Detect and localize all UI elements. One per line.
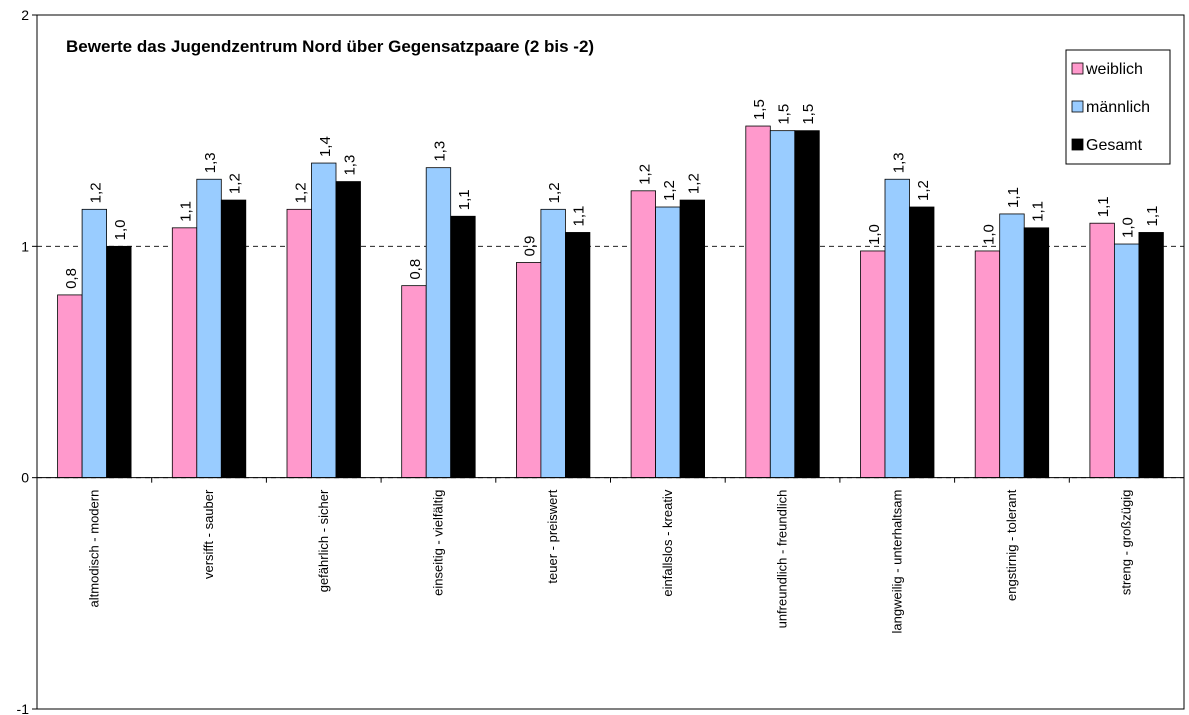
data-label: 1,1 <box>1095 196 1112 217</box>
data-label: 1,4 <box>317 136 334 157</box>
data-label: 1,1 <box>1005 187 1022 208</box>
bar <box>81 208 107 479</box>
bar <box>106 245 132 479</box>
x-tick-label: altmodisch - modern <box>86 490 101 608</box>
data-label: 1,3 <box>431 141 448 162</box>
bar <box>974 250 1001 479</box>
legend-swatch <box>1071 138 1084 151</box>
bar <box>909 206 935 479</box>
bar <box>655 206 681 479</box>
data-label: 1,3 <box>890 152 907 173</box>
x-tick-label: einseitig - vielfältig <box>430 490 445 596</box>
bar <box>1023 227 1050 479</box>
bar <box>401 285 427 479</box>
bar <box>745 125 771 479</box>
bar <box>1114 243 1140 479</box>
data-label: 1,0 <box>112 219 129 240</box>
legend-swatch <box>1071 100 1084 113</box>
legend-label: weiblich <box>1085 61 1143 78</box>
data-label: 1,1 <box>178 201 195 222</box>
bar <box>1138 232 1164 479</box>
data-label: 1,5 <box>751 99 768 120</box>
data-label: 1,2 <box>292 182 309 203</box>
bar <box>57 294 83 479</box>
data-label: 1,1 <box>1144 206 1161 227</box>
data-label: 1,2 <box>915 180 932 201</box>
y-tick-label: 1 <box>21 238 29 254</box>
x-tick-label: langweilig - unterhaltsam <box>889 490 904 634</box>
bar <box>999 213 1025 479</box>
data-label: 1,2 <box>546 182 563 203</box>
y-tick-label: -1 <box>17 701 30 715</box>
bar <box>196 178 222 479</box>
data-label: 0,8 <box>63 268 80 289</box>
bar <box>860 250 886 479</box>
legend-label: männlich <box>1086 99 1150 116</box>
data-label: 1,2 <box>87 182 104 203</box>
bar <box>516 262 542 479</box>
bar <box>565 232 591 479</box>
x-tick-label: engstirnig - tolerant <box>1004 489 1019 601</box>
bar <box>450 215 476 479</box>
bar <box>884 178 910 479</box>
data-label: 1,2 <box>661 180 678 201</box>
data-label: 1,1 <box>571 206 588 227</box>
data-label: 1,2 <box>636 164 653 185</box>
bar <box>286 208 312 479</box>
x-tick-label: streng - großzügig <box>1119 490 1134 595</box>
data-label: 1,1 <box>456 189 473 210</box>
bar <box>311 162 337 479</box>
legend-swatch <box>1071 62 1084 75</box>
y-tick-label: 2 <box>21 7 29 23</box>
data-label: 1,2 <box>227 173 244 194</box>
bar <box>335 181 361 479</box>
data-label: 1,1 <box>1029 201 1046 222</box>
bar <box>220 199 247 479</box>
data-label: 0,9 <box>522 236 539 257</box>
data-label: 1,3 <box>202 152 219 173</box>
x-tick-label: teuer - preiswert <box>545 489 560 583</box>
data-label: 1,0 <box>980 224 997 245</box>
data-label: 1,2 <box>685 173 702 194</box>
x-tick-label: gefährlich - sicher <box>316 489 331 592</box>
bar <box>540 208 566 479</box>
bar <box>171 227 198 479</box>
data-label: 1,5 <box>776 104 793 125</box>
data-label: 1,5 <box>800 104 817 125</box>
plot-frame <box>36 14 1185 710</box>
data-label: 1,0 <box>866 224 883 245</box>
data-label: 0,8 <box>407 259 424 280</box>
x-tick-label: versifft - sauber <box>201 489 216 579</box>
x-tick-label: einfallslos - kreativ <box>660 489 675 596</box>
legend-label: Gesamt <box>1086 137 1143 154</box>
x-tick-label: unfreundlich - freundlich <box>775 490 790 629</box>
bar <box>679 199 705 479</box>
data-label: 1,3 <box>341 155 358 176</box>
bar <box>425 167 452 479</box>
bar <box>769 130 796 479</box>
y-tick-label: 0 <box>21 470 29 486</box>
chart-title: Bewerte das Jugendzentrum Nord über Gege… <box>66 37 594 56</box>
bar <box>794 130 820 479</box>
data-label: 1,0 <box>1120 217 1137 238</box>
bar <box>1089 222 1115 479</box>
bar <box>630 190 656 479</box>
